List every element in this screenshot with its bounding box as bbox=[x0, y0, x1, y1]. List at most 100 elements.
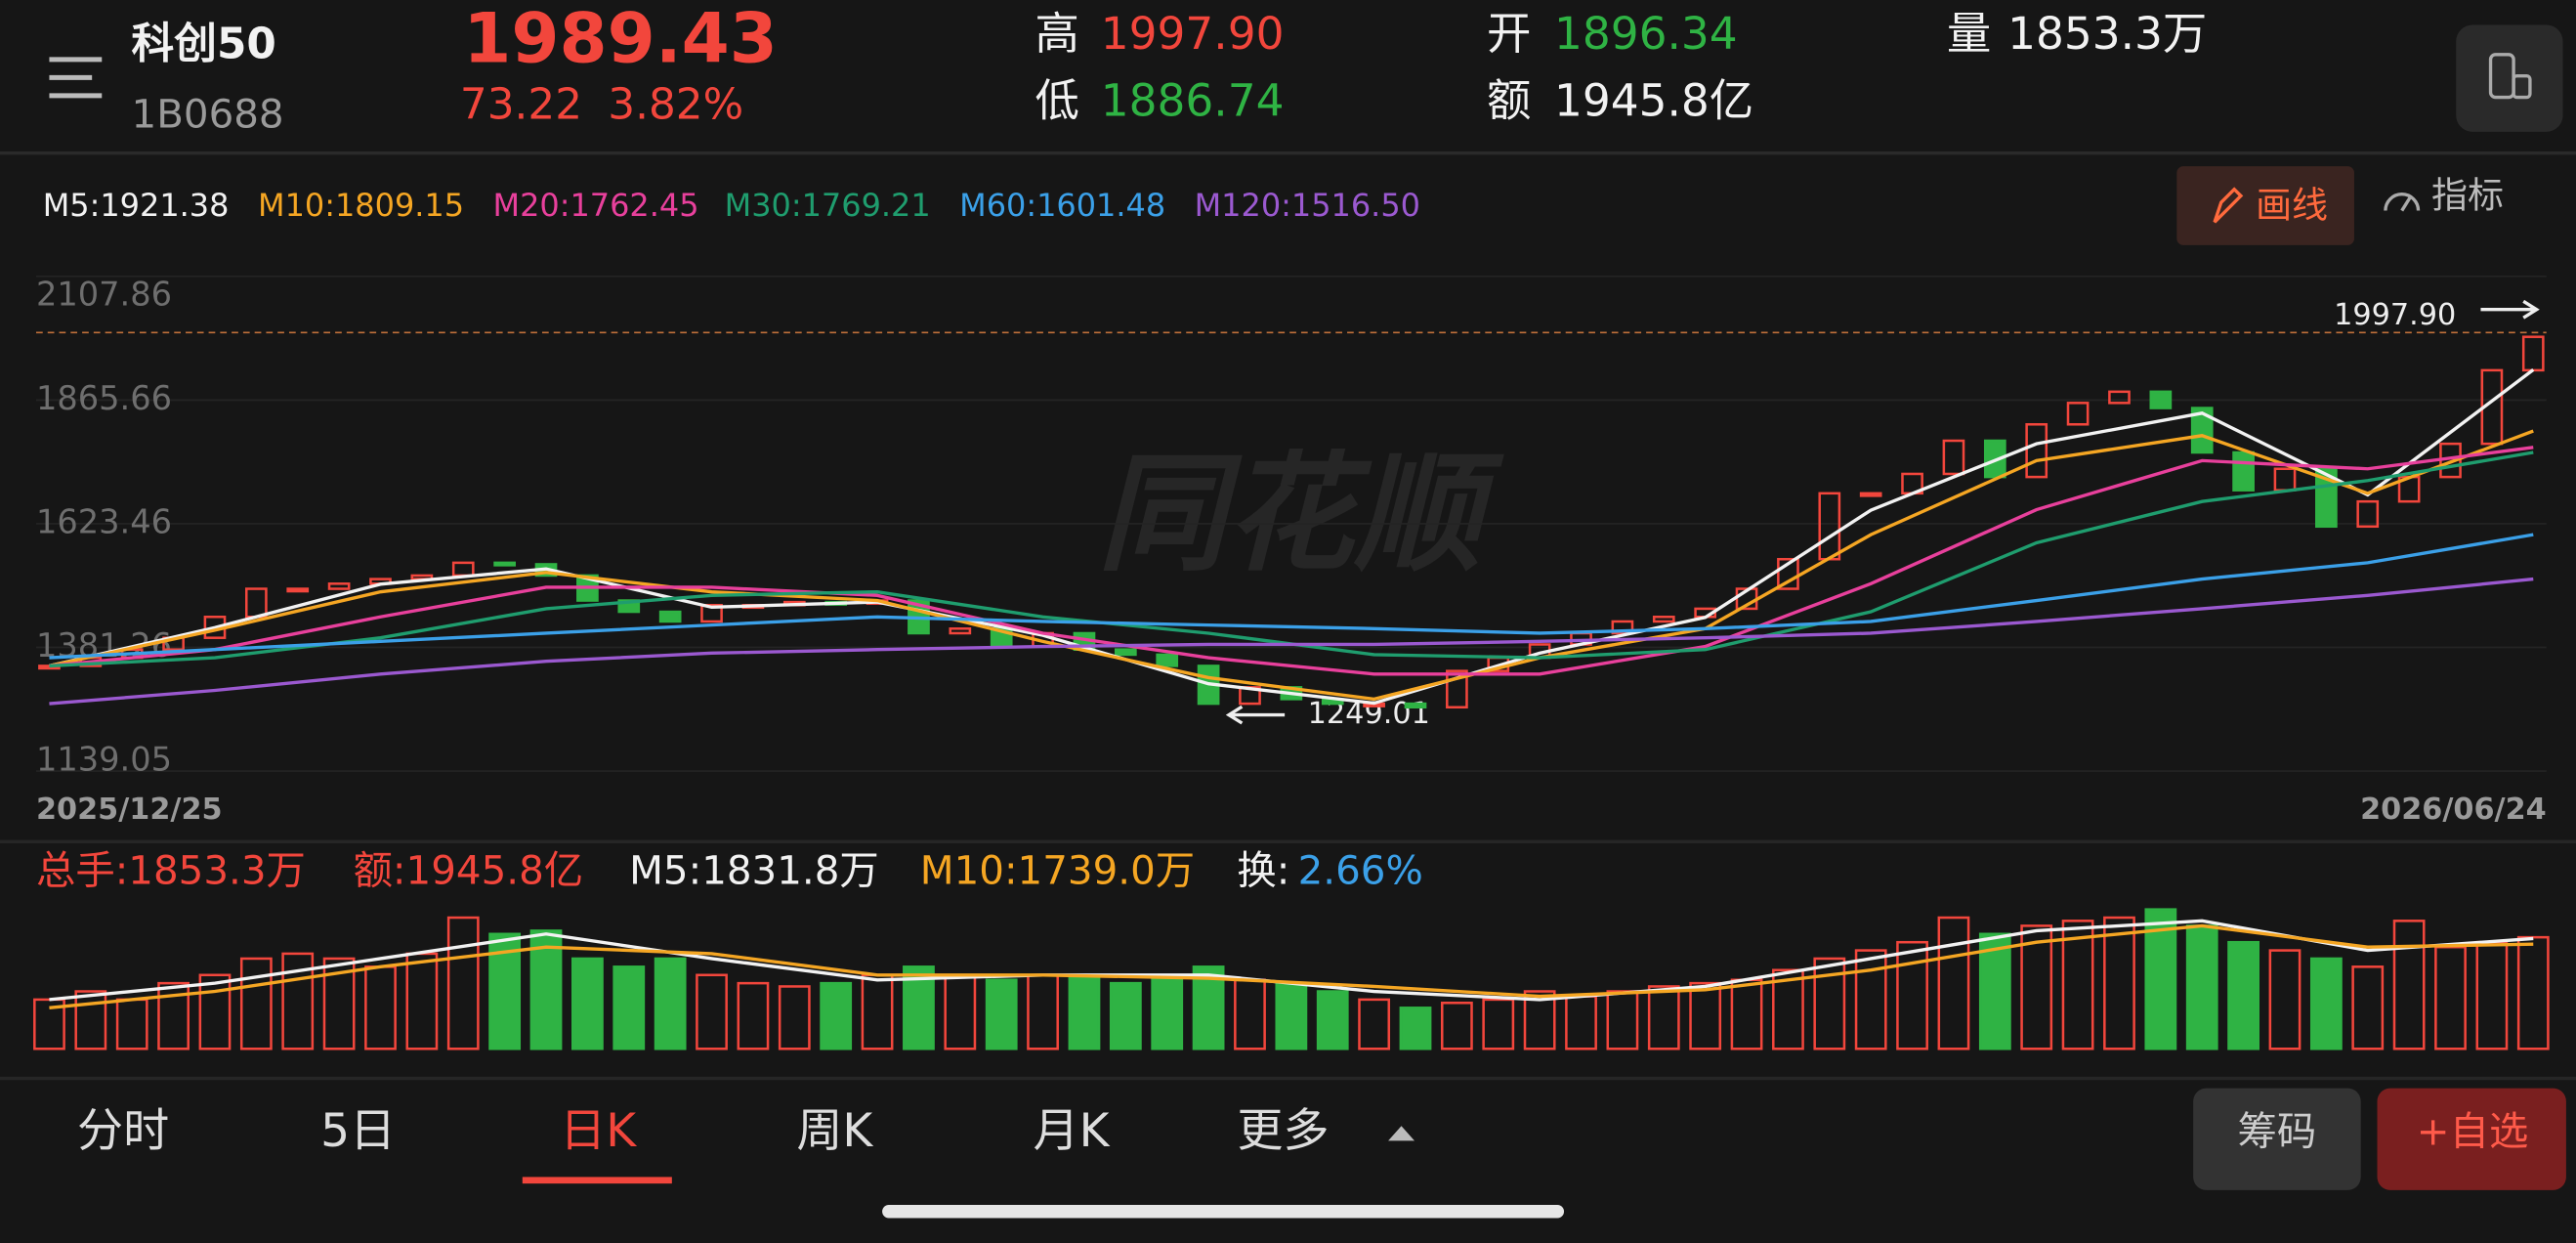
candle-down bbox=[2190, 407, 2214, 454]
volume-legend: 总手:1853.3万 bbox=[36, 847, 306, 893]
volume-bar bbox=[74, 990, 107, 1050]
x-start-label: 2025/12/25 bbox=[36, 793, 223, 827]
volume-legend: 2.66% bbox=[1298, 847, 1423, 893]
candle-up bbox=[1446, 669, 1468, 709]
ma-line bbox=[49, 923, 2534, 1009]
volume-bar bbox=[1399, 1007, 1432, 1050]
volume-bar bbox=[281, 952, 315, 1050]
ma-line bbox=[49, 368, 2535, 706]
volume-bar bbox=[1316, 990, 1349, 1050]
volume-bar bbox=[157, 981, 190, 1050]
ma-line bbox=[49, 446, 2534, 676]
tab-indicator bbox=[522, 1177, 672, 1184]
candle-up bbox=[38, 664, 61, 670]
legend-entry: M10:1739.0万 bbox=[920, 847, 1195, 893]
stat-label: 额 bbox=[1487, 75, 1531, 127]
volume-bar bbox=[696, 973, 728, 1050]
last-price: 1989.43 bbox=[463, 0, 778, 79]
y-tick-label: 1139.05 bbox=[36, 740, 172, 778]
tab[interactable]: 5日 bbox=[320, 1104, 396, 1158]
candle-up bbox=[2066, 402, 2090, 426]
volume-bar bbox=[1109, 981, 1142, 1050]
volume-bar bbox=[1854, 949, 1887, 1050]
volume-bar bbox=[2392, 920, 2426, 1050]
draw-button[interactable]: 画线 bbox=[2176, 166, 2354, 245]
ma-line bbox=[49, 429, 2534, 702]
volume-bar bbox=[1440, 1002, 1473, 1050]
legend-entry: M10:1809.15 bbox=[258, 187, 464, 224]
watchlist-button[interactable]: +自选 bbox=[2377, 1088, 2566, 1190]
y-tick-label: 1865.66 bbox=[36, 379, 172, 417]
candle-up bbox=[1652, 616, 1675, 623]
volume-bar bbox=[1523, 990, 1556, 1050]
high-label: 1997.90 bbox=[2334, 298, 2456, 332]
landscape-button[interactable] bbox=[2456, 24, 2563, 132]
stat-value: 1896.34 bbox=[1554, 8, 1738, 60]
stat-value: 1997.90 bbox=[1101, 8, 1285, 60]
candle-up bbox=[1611, 620, 1634, 635]
stat-value: 1945.8亿 bbox=[1554, 75, 1753, 127]
volume-bar bbox=[2351, 965, 2385, 1050]
price-change-pct: 3.82% bbox=[608, 80, 743, 130]
volume-bar bbox=[2020, 924, 2053, 1050]
volume-bar bbox=[2309, 957, 2343, 1050]
volume-bar bbox=[529, 929, 563, 1050]
volume-bar bbox=[2061, 920, 2094, 1050]
volume-bar bbox=[2185, 924, 2218, 1050]
volume-bar bbox=[2268, 949, 2302, 1050]
stat-label: 量 bbox=[1947, 8, 1991, 60]
button-label: 筹码 bbox=[2238, 1109, 2317, 1155]
tab[interactable]: 更多 bbox=[1237, 1104, 1329, 1158]
volume-bar bbox=[1275, 981, 1308, 1050]
button-label: +自选 bbox=[2417, 1109, 2529, 1155]
candle-up bbox=[2025, 423, 2048, 479]
price-change: 73.22 bbox=[460, 80, 582, 130]
volume-chart: 总手:1853.3万 额:1945.8亿 换: 2.66% M5:1831.8万 M10:… bbox=[33, 847, 2550, 1050]
volume-bar bbox=[1358, 998, 1391, 1050]
volume-bar bbox=[1772, 968, 1804, 1050]
indicator-button[interactable]: 指标 bbox=[2384, 175, 2504, 217]
volume-bar bbox=[2103, 916, 2135, 1050]
index-title: 科创50 bbox=[132, 19, 276, 68]
candle-down bbox=[1114, 648, 1137, 657]
volume-bar bbox=[446, 916, 480, 1050]
volume-bar bbox=[737, 981, 770, 1050]
candle-up bbox=[2108, 390, 2131, 405]
stat-label: 开 bbox=[1487, 8, 1531, 60]
menu-icon[interactable] bbox=[49, 57, 103, 99]
candle-up bbox=[286, 587, 310, 593]
candle-down bbox=[2232, 450, 2255, 492]
volume-bar bbox=[1689, 981, 1722, 1050]
stat-value: 1886.74 bbox=[1101, 75, 1285, 127]
chip-button[interactable]: 筹码 bbox=[2193, 1088, 2361, 1190]
candle-down bbox=[1404, 702, 1427, 709]
button-label: 画线 bbox=[2256, 185, 2328, 227]
tab[interactable]: 周K bbox=[796, 1104, 873, 1158]
candle-up bbox=[949, 627, 972, 635]
watermark: 同花顺 bbox=[1097, 439, 1503, 588]
ma-line bbox=[49, 577, 2534, 706]
volume-bar bbox=[198, 973, 232, 1050]
volume-bar bbox=[322, 957, 356, 1050]
candle-down bbox=[658, 610, 682, 623]
stat-value: 1853.3万 bbox=[2007, 8, 2207, 60]
more-arrow bbox=[1388, 1126, 1415, 1141]
volume-bar bbox=[239, 957, 273, 1050]
volume-bar bbox=[2227, 940, 2260, 1050]
volume-bar bbox=[1647, 985, 1680, 1050]
tab-active[interactable]: 日K bbox=[560, 1104, 637, 1158]
candle-down bbox=[493, 561, 516, 567]
legend-entry: M120:1516.50 bbox=[1195, 187, 1420, 224]
price-chart: 2107.861865.661623.461381.261139.051997.… bbox=[35, 187, 2547, 778]
volume-bar bbox=[2144, 908, 2177, 1050]
volume-bar bbox=[1192, 965, 1225, 1050]
volume-bar bbox=[654, 957, 687, 1050]
high-arrow bbox=[2480, 299, 2540, 320]
candle-down bbox=[2149, 390, 2173, 409]
volume-bar bbox=[1896, 940, 1928, 1050]
low-arrow bbox=[1225, 705, 1286, 725]
tab[interactable]: 月K bbox=[1034, 1104, 1111, 1158]
tab[interactable]: 分时 bbox=[77, 1104, 169, 1158]
